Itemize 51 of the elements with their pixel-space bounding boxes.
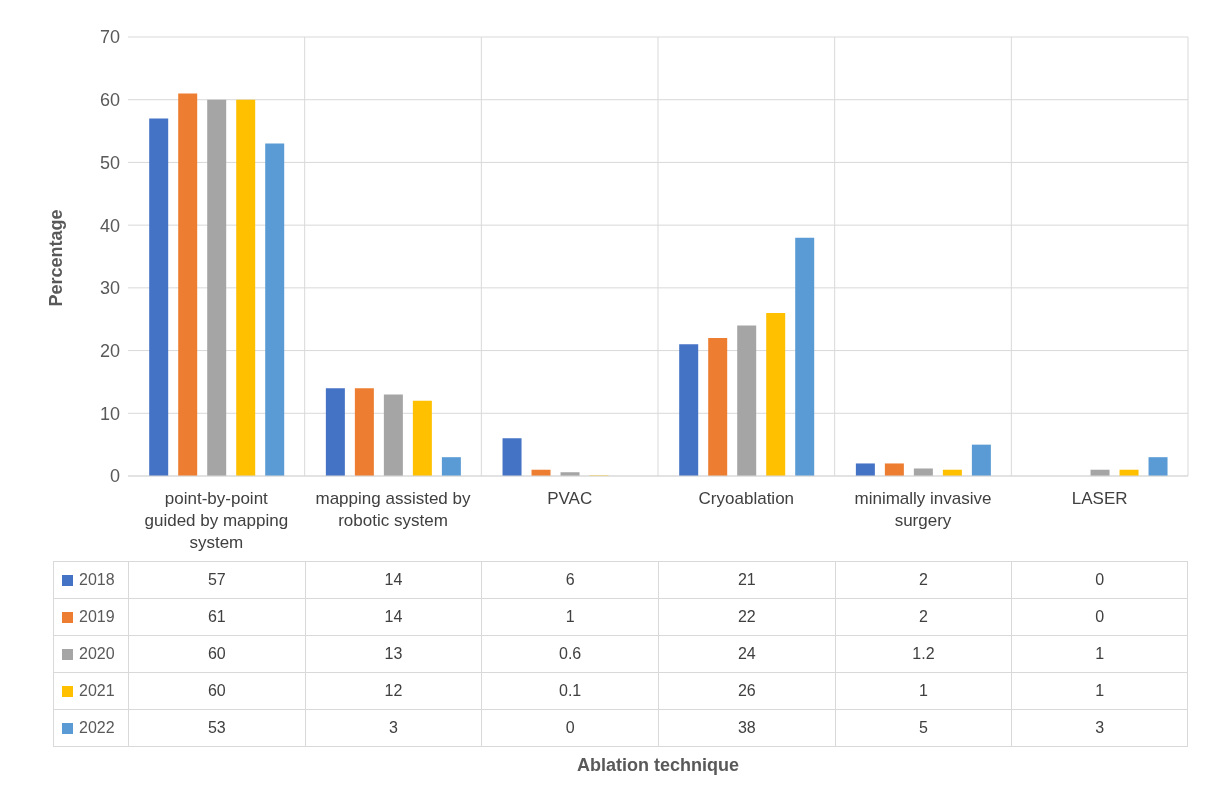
data-label: 60 xyxy=(128,673,305,709)
data-label: 38 xyxy=(657,710,835,746)
y-tick-label: 60 xyxy=(99,90,120,111)
data-label: 1 xyxy=(481,599,658,635)
data-label: 2 xyxy=(834,599,1012,635)
legend-label: 2019 xyxy=(79,608,115,626)
data-label: 6 xyxy=(481,562,658,598)
data-label: 14 xyxy=(304,599,482,635)
data-label: 1.2 xyxy=(834,636,1012,672)
data-label: 0 xyxy=(1011,562,1188,598)
data-label: 0 xyxy=(481,710,658,746)
text: Ablation technique xyxy=(576,755,740,776)
data-label: 21 xyxy=(657,562,835,598)
x-tick-label: LASER xyxy=(1071,489,1128,508)
y-axis-title: Percentage xyxy=(46,209,67,307)
data-label: 61 xyxy=(128,599,305,635)
data-label: 1 xyxy=(834,673,1012,709)
x-tick-label: point-by-point guided by mapping system xyxy=(144,489,289,552)
data-label: 60 xyxy=(128,636,305,672)
data-label: 3 xyxy=(304,710,482,746)
y-tick-label: 20 xyxy=(99,340,120,361)
data-label: 13 xyxy=(304,636,482,672)
x-tick-label: minimally invasive surgery xyxy=(854,489,992,530)
data-label: 26 xyxy=(657,673,835,709)
legend-label: 2021 xyxy=(79,682,115,700)
data-label: 22 xyxy=(657,599,835,635)
data-label: 14 xyxy=(304,562,482,598)
data-label: 24 xyxy=(657,636,835,672)
data-label: 3 xyxy=(1011,710,1188,746)
y-tick-label: 40 xyxy=(99,215,120,236)
y-tick-label: 70 xyxy=(99,27,120,48)
data-label: 1 xyxy=(1011,673,1188,709)
data-label: 53 xyxy=(128,710,305,746)
x-tick-label: Cryoablation xyxy=(698,489,795,508)
x-tick-label: PVAC xyxy=(547,489,593,508)
y-tick-label: 30 xyxy=(99,278,120,299)
data-label: 12 xyxy=(304,673,482,709)
legend-label: 2022 xyxy=(79,719,115,737)
legend-label: 2020 xyxy=(79,645,115,663)
y-tick-label: 10 xyxy=(99,403,120,424)
y-tick-label: 0 xyxy=(109,466,120,487)
data-label: 0.1 xyxy=(481,673,658,709)
data-label: 5 xyxy=(834,710,1012,746)
data-label: 0.6 xyxy=(481,636,658,672)
legend-label: 2018 xyxy=(79,571,115,589)
data-label: 0 xyxy=(1011,599,1188,635)
data-label: 57 xyxy=(128,562,305,598)
data-label: 2 xyxy=(834,562,1012,598)
x-tick-label: mapping assisted by robotic system xyxy=(315,489,471,530)
y-tick-label: 50 xyxy=(99,152,120,173)
data-label: 1 xyxy=(1011,636,1188,672)
